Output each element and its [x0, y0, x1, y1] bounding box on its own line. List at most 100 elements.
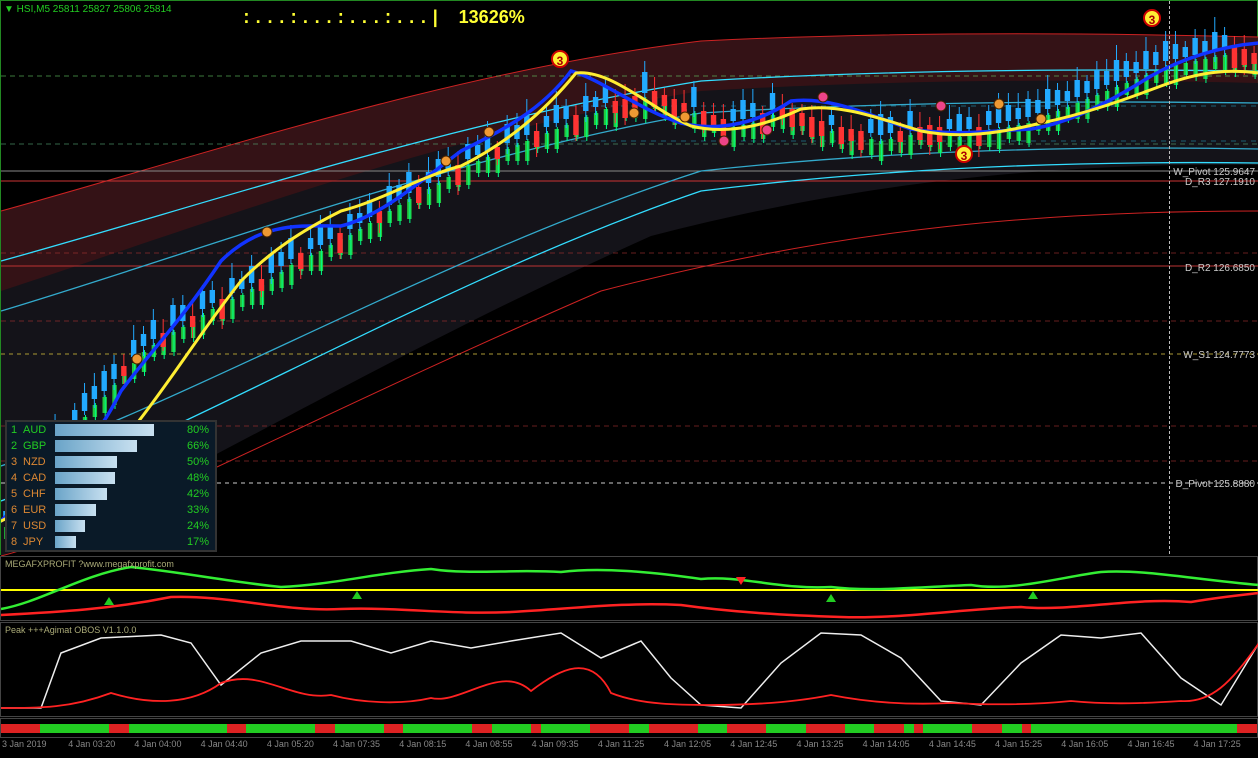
- indicator-megafxprofit[interactable]: MEGAFXPROFIT ?www.megafxprofit.com: [0, 556, 1258, 621]
- trend-cell: [40, 724, 50, 733]
- trend-cell: [914, 724, 924, 733]
- trend-cell: [825, 724, 835, 733]
- currency-strength-panel[interactable]: 1AUD80%2GBP66%3NZD50%4CAD48%5CHF42%6EUR3…: [5, 420, 217, 552]
- sub2-label: Peak +++Agimat OBOS V1.1.0.0: [5, 625, 136, 635]
- trend-cell: [178, 724, 188, 733]
- trend-cell: [384, 724, 394, 733]
- main-price-chart[interactable]: ▼ HSI,M5 25811 25827 25806 25814 :...:..…: [0, 0, 1258, 555]
- trend-cell: [815, 724, 825, 733]
- trend-cell: [678, 724, 688, 733]
- trend-cell: [766, 724, 776, 733]
- trend-cell: [207, 724, 217, 733]
- xaxis-tick: 4 Jan 17:25: [1192, 739, 1258, 757]
- trend-cell: [639, 724, 649, 733]
- trend-bar-indicator: [0, 718, 1258, 738]
- trend-cell: [1169, 724, 1179, 733]
- trend-cell: [344, 724, 354, 733]
- trend-cell: [668, 724, 678, 733]
- trend-cell: [874, 724, 884, 733]
- trend-cell: [403, 724, 413, 733]
- trend-cell: [590, 724, 600, 733]
- strength-row-eur: 6EUR33%: [7, 502, 215, 518]
- trend-cell: [806, 724, 816, 733]
- trend-cell: [119, 724, 129, 733]
- trend-cell: [237, 724, 247, 733]
- trend-cell: [413, 724, 423, 733]
- trend-cell: [727, 724, 737, 733]
- trend-cell: [511, 724, 521, 733]
- trend-cell: [129, 724, 139, 733]
- xaxis-tick: 4 Jan 08:15: [397, 739, 463, 757]
- trend-cell: [923, 724, 933, 733]
- strength-row-aud: 1AUD80%: [7, 422, 215, 438]
- trend-cell: [1041, 724, 1051, 733]
- trend-cell: [1100, 724, 1110, 733]
- trend-cell: [227, 724, 237, 733]
- xaxis-tick: 4 Jan 16:45: [1125, 739, 1191, 757]
- trend-cell: [109, 724, 119, 733]
- strength-row-cad: 4CAD48%: [7, 470, 215, 486]
- trend-cell: [865, 724, 875, 733]
- trend-cell: [99, 724, 109, 733]
- signal-marker-3: 3: [955, 145, 973, 163]
- pivot-label: D_Pivot 125.8880: [1175, 479, 1255, 490]
- trend-cell: [884, 724, 894, 733]
- trend-cell: [541, 724, 551, 733]
- trend-cell: [295, 724, 305, 733]
- trend-cell: [462, 724, 472, 733]
- trend-cell: [374, 724, 384, 733]
- trend-cell: [737, 724, 747, 733]
- trend-cell: [649, 724, 659, 733]
- trend-cell: [953, 724, 963, 733]
- trend-cell: [972, 724, 982, 733]
- trend-cell: [50, 724, 60, 733]
- trend-cell: [688, 724, 698, 733]
- trend-cell: [1022, 724, 1032, 733]
- trend-cell: [1179, 724, 1189, 733]
- trend-cell: [1188, 724, 1198, 733]
- pivot-label: W_S1 124.7773: [1183, 350, 1255, 361]
- trend-cell: [21, 724, 31, 733]
- header-pct-value: 13626%: [459, 7, 525, 27]
- trend-cell: [443, 724, 453, 733]
- trend-cell: [776, 724, 786, 733]
- xaxis-tick: 4 Jan 11:25: [596, 739, 662, 757]
- trend-cell: [60, 724, 70, 733]
- trend-cell: [30, 724, 40, 733]
- trend-cell: [11, 724, 21, 733]
- trend-cell: [963, 724, 973, 733]
- trend-cell: [600, 724, 610, 733]
- trend-cell: [1208, 724, 1218, 733]
- trend-cell: [80, 724, 90, 733]
- trend-cell: [551, 724, 561, 733]
- trend-cell: [305, 724, 315, 733]
- trend-cell: [855, 724, 865, 733]
- trend-cell: [482, 724, 492, 733]
- trend-cell: [658, 724, 668, 733]
- xaxis-tick: 4 Jan 03:20: [66, 739, 132, 757]
- trend-cell: [747, 724, 757, 733]
- trend-cell: [138, 724, 148, 733]
- strength-row-jpy: 8JPY17%: [7, 534, 215, 550]
- trend-cell: [717, 724, 727, 733]
- signal-marker-3: 3: [551, 50, 569, 68]
- trend-cell: [433, 724, 443, 733]
- trend-cell: [286, 724, 296, 733]
- trend-cell: [904, 724, 914, 733]
- trend-cell: [187, 724, 197, 733]
- header-dots: :...:...:...:...|: [241, 9, 442, 29]
- indicator-agimat-obos[interactable]: Peak +++Agimat OBOS V1.1.0.0: [0, 622, 1258, 717]
- symbol-header: ▼ HSI,M5 25811 25827 25806 25814: [4, 4, 172, 15]
- sub1-label: MEGAFXPROFIT ?www.megafxprofit.com: [5, 559, 174, 569]
- trend-cell: [757, 724, 767, 733]
- trend-cell: [786, 724, 796, 733]
- xaxis-tick: 4 Jan 04:00: [132, 739, 198, 757]
- xaxis-tick: 4 Jan 14:05: [861, 739, 927, 757]
- trend-cell: [943, 724, 953, 733]
- trend-cell: [276, 724, 286, 733]
- xaxis-tick: 4 Jan 09:35: [530, 739, 596, 757]
- trend-cell: [796, 724, 806, 733]
- trend-cell: [335, 724, 345, 733]
- xaxis-tick: 4 Jan 12:45: [728, 739, 794, 757]
- trend-cell: [256, 724, 266, 733]
